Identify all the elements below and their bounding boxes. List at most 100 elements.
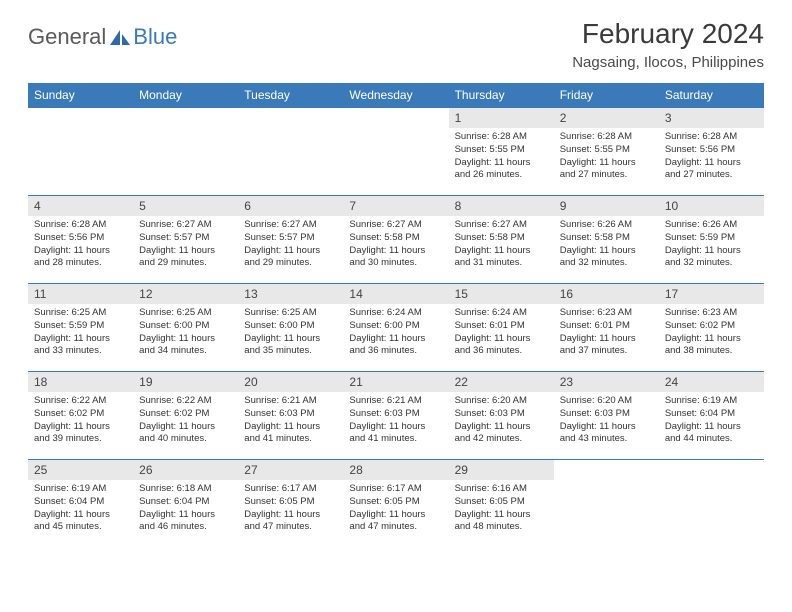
sunrise-line: Sunrise: 6:17 AM — [349, 483, 442, 496]
sunset-line: Sunset: 6:04 PM — [34, 496, 127, 509]
daylight-line: Daylight: 11 hours and 44 minutes. — [665, 421, 758, 447]
day-number: 4 — [28, 196, 133, 216]
day-number: 28 — [343, 460, 448, 480]
day-number: 13 — [238, 284, 343, 304]
sunrise-line: Sunrise: 6:20 AM — [560, 395, 653, 408]
daylight-line: Daylight: 11 hours and 32 minutes. — [560, 245, 653, 271]
calendar-body: 1Sunrise: 6:28 AMSunset: 5:55 PMDaylight… — [28, 108, 764, 548]
daylight-line: Daylight: 11 hours and 38 minutes. — [665, 333, 758, 359]
sunset-line: Sunset: 6:02 PM — [34, 408, 127, 421]
day-cell: 21Sunrise: 6:21 AMSunset: 6:03 PMDayligh… — [343, 372, 448, 460]
day-details: Sunrise: 6:20 AMSunset: 6:03 PMDaylight:… — [449, 392, 554, 452]
week-row: 25Sunrise: 6:19 AMSunset: 6:04 PMDayligh… — [28, 460, 764, 548]
daylight-line: Daylight: 11 hours and 48 minutes. — [455, 509, 548, 535]
day-number: 5 — [133, 196, 238, 216]
sunset-line: Sunset: 6:04 PM — [665, 408, 758, 421]
logo: General Blue — [28, 24, 177, 50]
week-row: 18Sunrise: 6:22 AMSunset: 6:02 PMDayligh… — [28, 372, 764, 460]
day-cell: 25Sunrise: 6:19 AMSunset: 6:04 PMDayligh… — [28, 460, 133, 548]
day-number: 11 — [28, 284, 133, 304]
day-number: 22 — [449, 372, 554, 392]
day-details: Sunrise: 6:17 AMSunset: 6:05 PMDaylight:… — [238, 480, 343, 540]
daylight-line: Daylight: 11 hours and 29 minutes. — [139, 245, 232, 271]
sunset-line: Sunset: 6:04 PM — [139, 496, 232, 509]
day-number: 1 — [449, 108, 554, 128]
day-details: Sunrise: 6:25 AMSunset: 6:00 PMDaylight:… — [238, 304, 343, 364]
day-number: 3 — [659, 108, 764, 128]
sunset-line: Sunset: 6:03 PM — [349, 408, 442, 421]
day-cell: 10Sunrise: 6:26 AMSunset: 5:59 PMDayligh… — [659, 196, 764, 284]
day-details: Sunrise: 6:19 AMSunset: 6:04 PMDaylight:… — [659, 392, 764, 452]
sunrise-line: Sunrise: 6:28 AM — [34, 219, 127, 232]
empty-cell — [659, 460, 764, 548]
day-cell: 3Sunrise: 6:28 AMSunset: 5:56 PMDaylight… — [659, 108, 764, 196]
daylight-line: Daylight: 11 hours and 46 minutes. — [139, 509, 232, 535]
day-cell: 19Sunrise: 6:22 AMSunset: 6:02 PMDayligh… — [133, 372, 238, 460]
day-details: Sunrise: 6:28 AMSunset: 5:56 PMDaylight:… — [28, 216, 133, 276]
day-number: 18 — [28, 372, 133, 392]
day-details: Sunrise: 6:16 AMSunset: 6:05 PMDaylight:… — [449, 480, 554, 540]
day-header: Thursday — [449, 83, 554, 108]
sunset-line: Sunset: 6:01 PM — [455, 320, 548, 333]
day-header: Tuesday — [238, 83, 343, 108]
sunrise-line: Sunrise: 6:23 AM — [560, 307, 653, 320]
sunrise-line: Sunrise: 6:28 AM — [455, 131, 548, 144]
sunset-line: Sunset: 6:02 PM — [665, 320, 758, 333]
daylight-line: Daylight: 11 hours and 36 minutes. — [349, 333, 442, 359]
calendar-table: SundayMondayTuesdayWednesdayThursdayFrid… — [28, 83, 764, 548]
sunrise-line: Sunrise: 6:26 AM — [560, 219, 653, 232]
day-number: 9 — [554, 196, 659, 216]
daylight-line: Daylight: 11 hours and 33 minutes. — [34, 333, 127, 359]
day-cell: 4Sunrise: 6:28 AMSunset: 5:56 PMDaylight… — [28, 196, 133, 284]
sunrise-line: Sunrise: 6:23 AM — [665, 307, 758, 320]
day-number: 26 — [133, 460, 238, 480]
day-cell: 5Sunrise: 6:27 AMSunset: 5:57 PMDaylight… — [133, 196, 238, 284]
week-row: 11Sunrise: 6:25 AMSunset: 5:59 PMDayligh… — [28, 284, 764, 372]
day-cell: 28Sunrise: 6:17 AMSunset: 6:05 PMDayligh… — [343, 460, 448, 548]
header: General Blue February 2024 Nagsaing, Ilo… — [28, 18, 764, 71]
sunrise-line: Sunrise: 6:27 AM — [244, 219, 337, 232]
day-cell: 13Sunrise: 6:25 AMSunset: 6:00 PMDayligh… — [238, 284, 343, 372]
day-number: 6 — [238, 196, 343, 216]
daylight-line: Daylight: 11 hours and 30 minutes. — [349, 245, 442, 271]
daylight-line: Daylight: 11 hours and 29 minutes. — [244, 245, 337, 271]
day-cell: 11Sunrise: 6:25 AMSunset: 5:59 PMDayligh… — [28, 284, 133, 372]
sunset-line: Sunset: 5:57 PM — [139, 232, 232, 245]
day-number: 8 — [449, 196, 554, 216]
day-number: 14 — [343, 284, 448, 304]
empty-cell — [554, 460, 659, 548]
day-header: Wednesday — [343, 83, 448, 108]
day-cell: 29Sunrise: 6:16 AMSunset: 6:05 PMDayligh… — [449, 460, 554, 548]
sunset-line: Sunset: 5:55 PM — [455, 144, 548, 157]
sunrise-line: Sunrise: 6:21 AM — [244, 395, 337, 408]
day-number: 25 — [28, 460, 133, 480]
daylight-line: Daylight: 11 hours and 47 minutes. — [244, 509, 337, 535]
logo-sail-icon — [109, 28, 131, 46]
empty-cell — [133, 108, 238, 196]
day-number: 23 — [554, 372, 659, 392]
day-number: 17 — [659, 284, 764, 304]
day-number: 20 — [238, 372, 343, 392]
day-cell: 20Sunrise: 6:21 AMSunset: 6:03 PMDayligh… — [238, 372, 343, 460]
daylight-line: Daylight: 11 hours and 39 minutes. — [34, 421, 127, 447]
location-subtitle: Nagsaing, Ilocos, Philippines — [572, 54, 764, 71]
day-details: Sunrise: 6:26 AMSunset: 5:58 PMDaylight:… — [554, 216, 659, 276]
day-details: Sunrise: 6:28 AMSunset: 5:55 PMDaylight:… — [449, 128, 554, 188]
day-number: 15 — [449, 284, 554, 304]
daylight-line: Daylight: 11 hours and 43 minutes. — [560, 421, 653, 447]
day-details: Sunrise: 6:27 AMSunset: 5:58 PMDaylight:… — [449, 216, 554, 276]
day-number: 24 — [659, 372, 764, 392]
day-details: Sunrise: 6:23 AMSunset: 6:02 PMDaylight:… — [659, 304, 764, 364]
day-header-row: SundayMondayTuesdayWednesdayThursdayFrid… — [28, 83, 764, 108]
day-header: Saturday — [659, 83, 764, 108]
sunset-line: Sunset: 6:00 PM — [349, 320, 442, 333]
day-number: 7 — [343, 196, 448, 216]
logo-text-blue: Blue — [133, 24, 177, 50]
sunset-line: Sunset: 6:03 PM — [560, 408, 653, 421]
daylight-line: Daylight: 11 hours and 28 minutes. — [34, 245, 127, 271]
daylight-line: Daylight: 11 hours and 32 minutes. — [665, 245, 758, 271]
sunset-line: Sunset: 6:03 PM — [244, 408, 337, 421]
sunrise-line: Sunrise: 6:22 AM — [139, 395, 232, 408]
day-details: Sunrise: 6:22 AMSunset: 6:02 PMDaylight:… — [28, 392, 133, 452]
day-number: 29 — [449, 460, 554, 480]
